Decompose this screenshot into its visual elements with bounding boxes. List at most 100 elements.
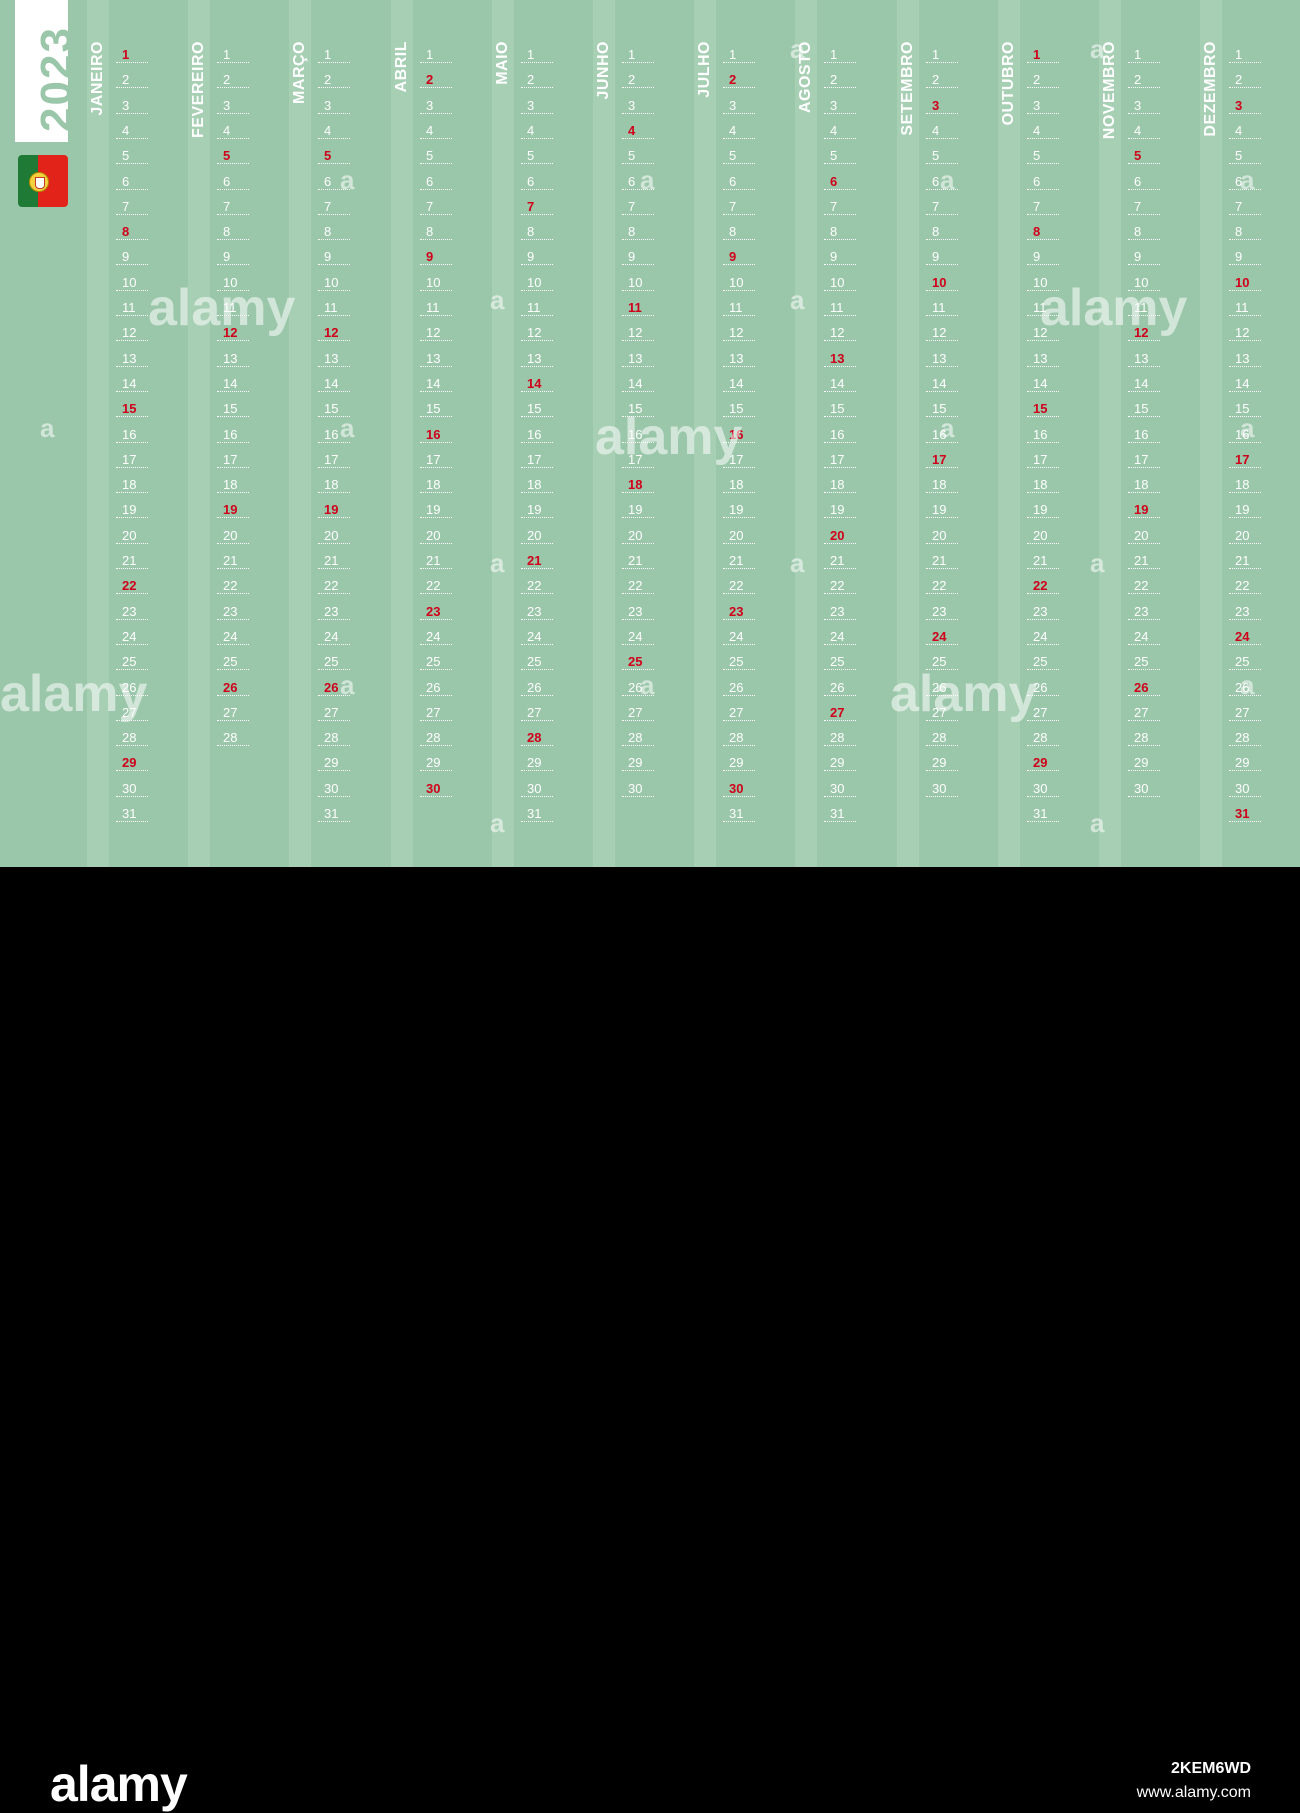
day-cell: 9 (521, 248, 553, 265)
day-cell: 11 (1027, 299, 1059, 316)
day-cell: 2 (420, 71, 452, 88)
day-cell: 8 (622, 223, 654, 240)
day-cell: 24 (824, 628, 856, 645)
day-cell: 1 (1128, 46, 1160, 63)
day-cell: 2 (116, 71, 148, 88)
day-cell: 16 (926, 426, 958, 443)
day-cell: 26 (1128, 679, 1160, 696)
day-cell: 19 (521, 501, 553, 518)
day-cell: 11 (824, 299, 856, 316)
month-stripe (1200, 0, 1222, 867)
day-cell: 11 (926, 299, 958, 316)
day-cell: 31 (1027, 805, 1059, 822)
day-cell: 17 (217, 451, 249, 468)
day-cell: 21 (116, 552, 148, 569)
day-cell: 7 (723, 198, 755, 215)
day-cell: 1 (420, 46, 452, 63)
day-cell: 24 (318, 628, 350, 645)
month-name: ABRIL (393, 41, 410, 93)
day-cell: 5 (824, 147, 856, 164)
day-cell: 7 (217, 198, 249, 215)
day-cell: 29 (824, 754, 856, 771)
month-name: MARÇO (291, 41, 308, 104)
day-cell: 29 (420, 754, 452, 771)
day-cell: 7 (824, 198, 856, 215)
day-cell: 8 (1027, 223, 1059, 240)
day-cell: 27 (318, 704, 350, 721)
day-cell: 14 (521, 375, 553, 392)
day-cell: 27 (1027, 704, 1059, 721)
day-cell: 30 (824, 780, 856, 797)
day-cell: 5 (723, 147, 755, 164)
day-cell: 26 (1027, 679, 1059, 696)
day-cell: 16 (723, 426, 755, 443)
day-cell: 10 (723, 274, 755, 291)
day-cell: 19 (622, 501, 654, 518)
day-cell: 2 (1128, 71, 1160, 88)
day-cell: 2 (521, 71, 553, 88)
day-cell: 27 (1229, 704, 1261, 721)
day-cell: 3 (318, 97, 350, 114)
day-cell: 11 (1128, 299, 1160, 316)
day-cell: 12 (318, 324, 350, 341)
day-cell: 14 (1128, 375, 1160, 392)
day-cell: 30 (116, 780, 148, 797)
day-cell: 9 (318, 248, 350, 265)
day-cell: 25 (1027, 653, 1059, 670)
day-cell: 16 (622, 426, 654, 443)
day-cell: 24 (926, 628, 958, 645)
day-cell: 16 (217, 426, 249, 443)
day-cell: 13 (420, 350, 452, 367)
day-cell: 22 (723, 577, 755, 594)
day-cell: 30 (1229, 780, 1261, 797)
day-cell: 9 (622, 248, 654, 265)
day-cell: 28 (217, 729, 249, 746)
day-cell: 7 (116, 198, 148, 215)
day-cell: 30 (1128, 780, 1160, 797)
day-cell: 28 (1128, 729, 1160, 746)
watermark-letter: a (1090, 808, 1105, 838)
watermark-letter: a (490, 808, 505, 838)
day-cell: 20 (824, 527, 856, 544)
day-cell: 14 (723, 375, 755, 392)
day-cell: 4 (1128, 122, 1160, 139)
watermark-letter: a (1240, 165, 1255, 195)
day-cell: 14 (622, 375, 654, 392)
day-cell: 18 (622, 476, 654, 493)
day-cell: 28 (622, 729, 654, 746)
day-cell: 30 (622, 780, 654, 797)
day-cell: 23 (1027, 603, 1059, 620)
day-cell: 10 (521, 274, 553, 291)
day-cell: 3 (1128, 97, 1160, 114)
day-cell: 12 (622, 324, 654, 341)
day-cell: 4 (420, 122, 452, 139)
day-cell: 20 (622, 527, 654, 544)
calendar-area: 2023 JANEIRO 1 2 3 4 5 6 7 8 9 10 11 12 13 14 15 16 17 18 1… (0, 0, 1300, 867)
day-cell: 3 (420, 97, 452, 114)
day-cell: 8 (824, 223, 856, 240)
day-cell: 24 (217, 628, 249, 645)
day-cell: 19 (420, 501, 452, 518)
day-cell: 13 (318, 350, 350, 367)
day-cell: 8 (521, 223, 553, 240)
day-cell: 27 (824, 704, 856, 721)
day-cell: 3 (723, 97, 755, 114)
day-cell: 26 (824, 679, 856, 696)
month-stripe (694, 0, 716, 867)
day-cell: 8 (116, 223, 148, 240)
month-stripe (492, 0, 514, 867)
day-cell: 4 (217, 122, 249, 139)
day-cell: 8 (1128, 223, 1160, 240)
day-cell: 21 (420, 552, 452, 569)
day-cell: 2 (217, 71, 249, 88)
watermark-letter: a (790, 34, 805, 64)
day-cell: 25 (824, 653, 856, 670)
day-cell: 18 (1229, 476, 1261, 493)
day-cell: 5 (1229, 147, 1261, 164)
day-cell: 18 (1128, 476, 1160, 493)
day-cell: 25 (622, 653, 654, 670)
day-cell: 9 (824, 248, 856, 265)
day-cell: 19 (1027, 501, 1059, 518)
day-cell: 15 (521, 400, 553, 417)
day-cell: 30 (420, 780, 452, 797)
